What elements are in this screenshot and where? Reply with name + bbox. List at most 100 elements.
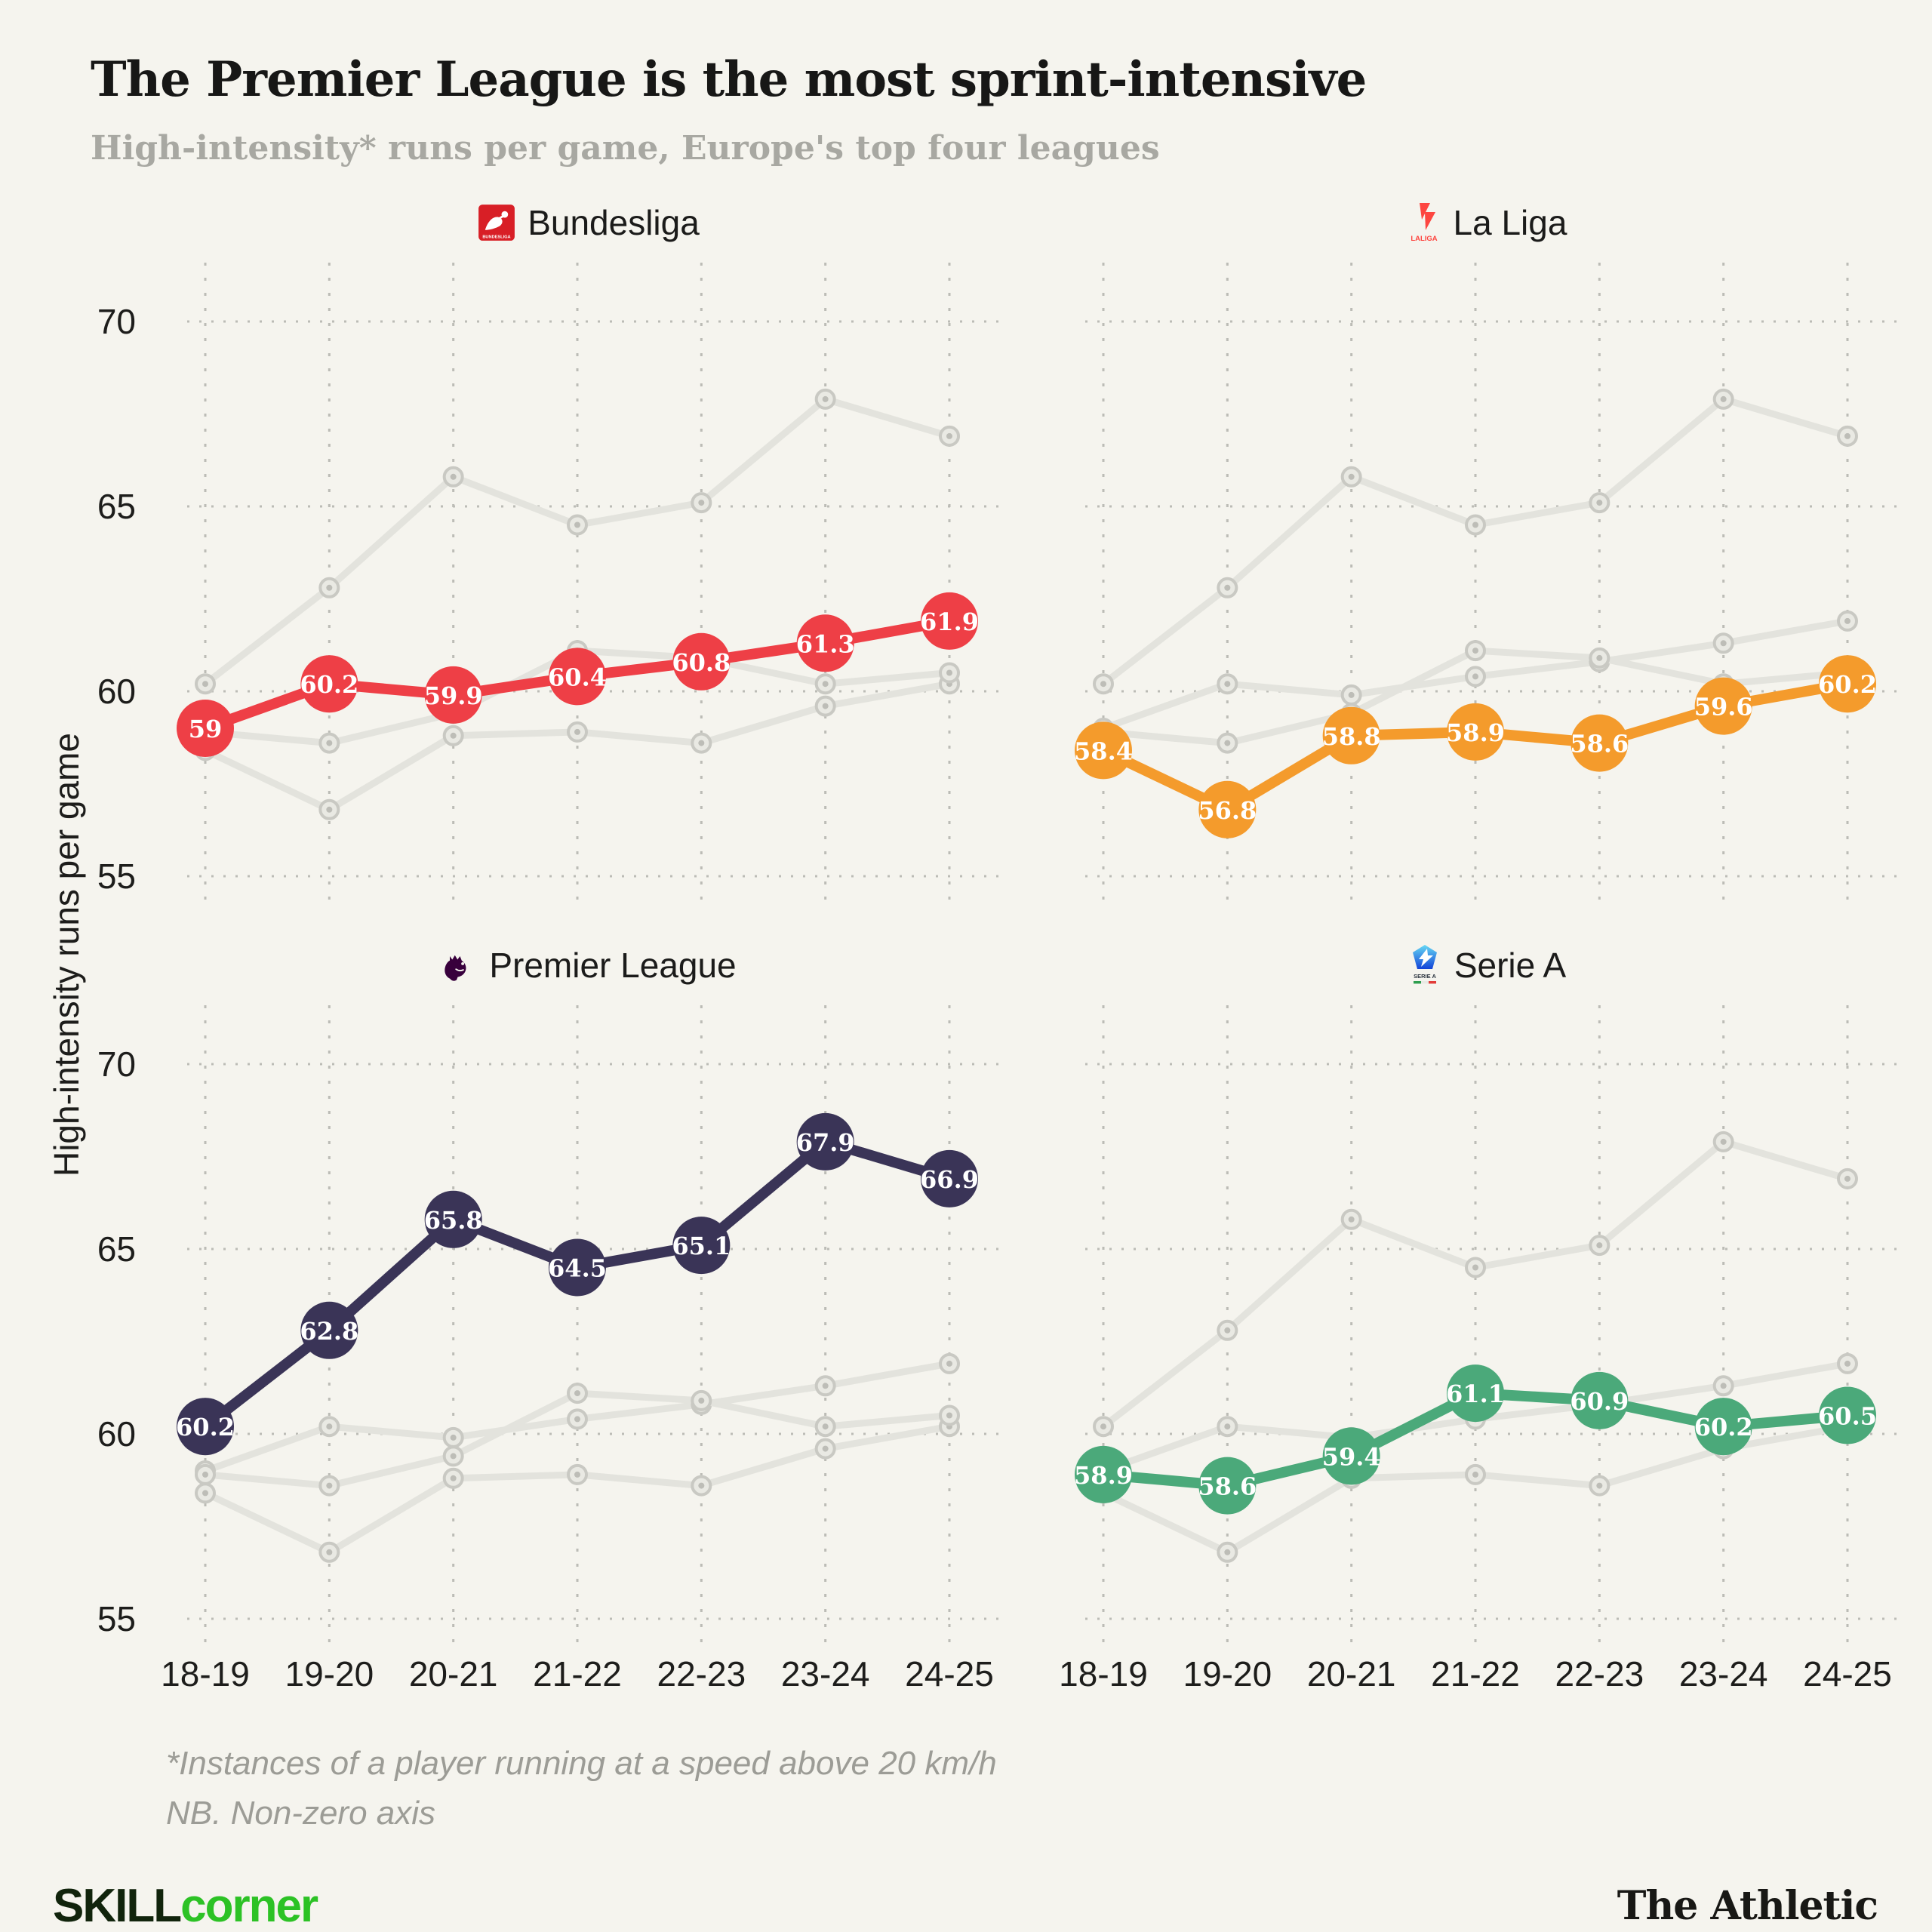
inactive-data-point-dot (1596, 1242, 1603, 1249)
inactive-data-point-dot (1720, 395, 1727, 402)
inactive-data-point-dot (1844, 1175, 1850, 1182)
data-point-label: 58.9 (1446, 718, 1505, 747)
data-point-label: 65.8 (424, 1206, 483, 1235)
inactive-data-point-dot (450, 1434, 457, 1441)
inactive-data-point-dot (1348, 1216, 1355, 1223)
inactive-data-point-dot (698, 740, 705, 746)
x-tick-label: 19-20 (1183, 1654, 1272, 1694)
horizontal-gridlines: 55 60 65 70 (97, 1044, 1005, 1638)
inactive-data-point-dot (698, 1482, 705, 1489)
inactive-data-point-dot (450, 732, 457, 739)
inactive-data-point-dot (1596, 500, 1603, 506)
inactive-data-point-dot (1224, 740, 1231, 746)
inactive-data-point-dot (822, 395, 829, 402)
inactive-data-point-dot (1100, 1423, 1106, 1430)
x-tick-label: 18-19 (161, 1654, 250, 1694)
data-point-label: 66.9 (920, 1165, 979, 1194)
inactive-data-point-dot (1224, 1327, 1231, 1334)
panel-title-premier-league: Premier League (489, 946, 737, 985)
inactive-data-point-dot (946, 669, 952, 676)
inactive-data-point-dot (202, 681, 208, 688)
laliga-logo-icon: LALIGA (1411, 203, 1437, 243)
svg-text:BUNDESLIGA: BUNDESLIGA (483, 235, 511, 240)
focal-series: 60.2 62.8 65.8 64.5 65.1 67.9 66.9 (176, 1112, 979, 1456)
chart-row-top: BUNDESLIGA Bundesliga 55 60 65 70 59 60.2 59.9… (53, 193, 1909, 919)
x-tick-label: 22-23 (657, 1654, 746, 1694)
inactive-data-point-dot (202, 1471, 208, 1478)
focal-series: 58.4 56.8 58.8 58.9 58.6 59.6 60.2 (1074, 655, 1877, 838)
data-point (1322, 706, 1380, 764)
data-point-label: 58.8 (1322, 722, 1381, 751)
data-point-label: 64.5 (548, 1254, 607, 1283)
panel-header-laliga: LALIGA La Liga (1053, 193, 1921, 252)
data-point (921, 592, 978, 650)
data-point-label: 59.9 (424, 681, 483, 710)
page-title: The Premier League is the most sprint-in… (91, 51, 1367, 108)
inactive-data-point-dot (574, 1471, 580, 1478)
y-tick-label: 65 (97, 1229, 136, 1269)
data-point-label: 60.5 (1818, 1402, 1877, 1431)
inactive-data-point-dot (1844, 1360, 1850, 1367)
inactive-data-point-dot (822, 703, 829, 709)
data-point (177, 700, 234, 757)
data-point (1447, 1364, 1504, 1423)
premier-league-lion-icon (445, 955, 466, 981)
vertical-gridlines (204, 263, 951, 910)
chart-grid: BUNDESLIGA Bundesliga 55 60 65 70 59 60.2 59.9… (53, 193, 1909, 1713)
y-tick-label: 55 (97, 1599, 136, 1638)
y-axis-label: High-intensity runs per game (47, 732, 86, 1177)
data-point (796, 1112, 854, 1171)
data-point-label: 58.9 (1074, 1461, 1133, 1490)
vertical-gridlines (1102, 263, 1849, 910)
data-point-label: 58.6 (1198, 1472, 1257, 1501)
inactive-data-point-dot (450, 473, 457, 480)
inactive-data-point-dot (1224, 584, 1231, 591)
data-point (1075, 1445, 1132, 1503)
x-tick-label: 24-25 (905, 1654, 994, 1694)
data-point (549, 648, 606, 706)
inactive-data-point-dot (1596, 654, 1603, 661)
svg-text:SERIE A: SERIE A (1414, 973, 1436, 980)
inactive-data-point-dot (1224, 681, 1231, 688)
inactive-data-point-dot (1596, 1482, 1603, 1489)
inactive-data-point-dot (574, 521, 580, 528)
inactive-data-point-dot (326, 1549, 333, 1555)
inactive-data-point-dot (574, 1416, 580, 1423)
inactive-data-point-dot (946, 1360, 952, 1367)
inactive-data-point-dot (698, 500, 705, 506)
horizontal-gridlines: 55 60 65 70 (97, 302, 1005, 896)
panel-title-serie-a: Serie A (1454, 946, 1567, 985)
data-point (1819, 655, 1876, 713)
vertical-gridlines (1102, 1005, 1849, 1653)
x-tick-label: 19-20 (285, 1654, 374, 1694)
skillcorner-logo-part2: corner (180, 1880, 318, 1932)
data-point (1447, 703, 1504, 761)
chart-premier-league: 55 60 65 70 18-19 19-20 20-21 21-22 22-23 23-24 24… (97, 1005, 1005, 1694)
bundesliga-logo-icon: BUNDESLIGA (478, 205, 515, 241)
inactive-data-point-dot (1472, 648, 1478, 654)
y-tick-label: 55 (97, 857, 136, 896)
data-point (796, 614, 854, 672)
data-point (1694, 1398, 1752, 1456)
data-point-label: 65.1 (672, 1232, 731, 1260)
x-tick-label: 20-21 (1307, 1654, 1396, 1694)
x-tick-label: 23-24 (781, 1654, 870, 1694)
inactive-data-point-dot (450, 1453, 457, 1460)
page-subtitle: High-intensity* runs per game, Europe's … (91, 129, 1160, 168)
inactive-series (195, 1352, 960, 1563)
y-tick-label: 65 (97, 487, 136, 526)
inactive-data-point-dot (1844, 617, 1850, 624)
inactive-data-point-dot (946, 432, 952, 439)
panel-laliga: LALIGA La Liga 58.4 56.8 58.8 58.9 58.6 59.6 6… (1041, 193, 1909, 919)
x-tick-label: 24-25 (1803, 1654, 1892, 1694)
x-tick-label: 21-22 (533, 1654, 622, 1694)
inactive-data-point-dot (326, 806, 333, 813)
inactive-data-point-dot (1720, 1138, 1727, 1145)
data-point-label: 60.2 (1818, 670, 1877, 699)
data-point (672, 632, 731, 691)
inactive-data-point-dot (1472, 1471, 1478, 1478)
inactive-data-point-dot (1844, 432, 1850, 439)
skillcorner-logo-part1: SKILL (53, 1880, 182, 1932)
